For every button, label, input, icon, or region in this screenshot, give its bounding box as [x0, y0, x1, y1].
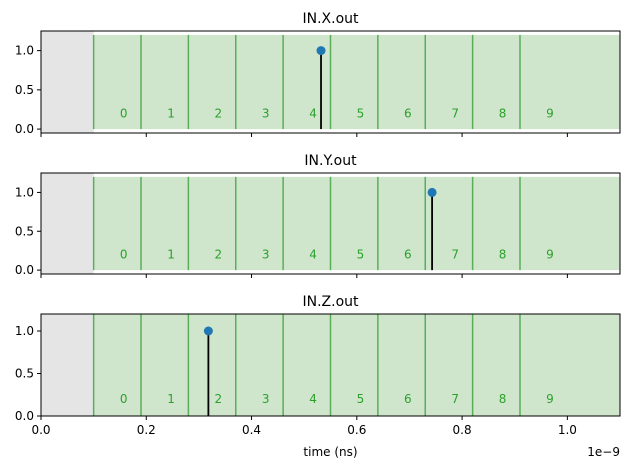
bin-label: 2 [215, 248, 223, 262]
bin-label: 6 [404, 106, 412, 120]
axes-frame [40, 172, 621, 275]
bin-label: 6 [404, 392, 412, 406]
bin-0 [93, 34, 142, 130]
subplot-0: 0 1 2 3 4 5 6 7 8 9 0.0 0.5 1.0 IN.X.out [15, 11, 621, 137]
bin-7 [425, 314, 473, 416]
bin-label: 8 [499, 248, 507, 262]
y-tick-label: 0.0 [15, 122, 34, 136]
bin-8 [472, 176, 520, 271]
bin-9 [519, 176, 620, 271]
y-tick-label: 0.5 [15, 367, 34, 381]
data-point [427, 187, 437, 197]
bin-6 [377, 176, 426, 271]
bin-5 [330, 34, 378, 130]
bin-label: 9 [546, 392, 554, 406]
bin-label: 1 [167, 106, 175, 120]
bin-7 [425, 34, 473, 130]
gray-region [41, 173, 94, 274]
bin-label: 0 [120, 106, 128, 120]
data-point [316, 46, 326, 56]
bin-1 [141, 176, 189, 271]
bin-label: 5 [357, 106, 365, 120]
bin-label: 0 [120, 392, 128, 406]
y-tick-label: 1.0 [15, 324, 34, 338]
axes-frame [40, 313, 621, 417]
y-tick-label: 1.0 [15, 185, 34, 199]
bin-label: 3 [262, 392, 270, 406]
x-tick-label: 0.2 [137, 423, 156, 437]
bin-label: 2 [215, 106, 223, 120]
bin-2 [188, 34, 236, 130]
y-tick-label: 1.0 [15, 44, 34, 58]
bin-1 [141, 34, 189, 130]
bin-4 [283, 314, 331, 416]
y-tick-label: 0.5 [15, 224, 34, 238]
x-tick-label: 0.0 [31, 423, 50, 437]
bin-2 [188, 176, 236, 271]
bin-label: 7 [451, 106, 459, 120]
bin-label: 4 [309, 106, 317, 120]
bin-label: 6 [404, 248, 412, 262]
bin-9 [519, 34, 620, 130]
bin-5 [330, 314, 378, 416]
bin-1 [141, 314, 189, 416]
x-axis-label: time (ns) [303, 445, 357, 459]
y-tick-label: 0.0 [15, 263, 34, 277]
bin-4 [283, 176, 331, 271]
bin-label: 8 [499, 106, 507, 120]
bin-label: 1 [167, 248, 175, 262]
bin-label: 7 [451, 392, 459, 406]
bin-3 [235, 314, 284, 416]
subplot-title: IN.X.out [302, 11, 359, 27]
x-offset-text: 1e−9 [587, 445, 620, 459]
bin-8 [472, 314, 520, 416]
bin-label: 3 [262, 248, 270, 262]
subplot-title: IN.Z.out [302, 294, 359, 310]
x-tick-label: 0.4 [242, 423, 261, 437]
data-point [203, 326, 213, 336]
bin-8 [472, 34, 520, 130]
x-tick-label: 1.0 [558, 423, 577, 437]
bin-label: 8 [499, 392, 507, 406]
bin-label: 2 [215, 392, 223, 406]
bin-label: 9 [546, 248, 554, 262]
x-tick-label: 0.6 [347, 423, 366, 437]
bin-6 [377, 314, 426, 416]
bin-9 [519, 314, 620, 416]
x-tick-label: 0.8 [453, 423, 472, 437]
bin-3 [235, 34, 284, 130]
bin-5 [330, 176, 378, 271]
bin-label: 4 [309, 248, 317, 262]
gray-region [41, 314, 94, 416]
bin-label: 0 [120, 248, 128, 262]
bin-label: 4 [309, 392, 317, 406]
subplot-title: IN.Y.out [304, 153, 357, 169]
bin-label: 9 [546, 106, 554, 120]
bin-6 [377, 34, 426, 130]
bin-label: 7 [451, 248, 459, 262]
bin-0 [93, 314, 142, 416]
subplot-2: 0 1 2 3 4 5 6 7 8 9 0.0 0.5 1.0 0.0 0.2 0.4 0.6 0.8 1.0 IN.… [15, 294, 621, 459]
bin-0 [93, 176, 142, 271]
bin-label: 5 [357, 392, 365, 406]
bin-3 [235, 176, 284, 271]
y-tick-label: 0.5 [15, 83, 34, 97]
bin-label: 5 [357, 248, 365, 262]
subplot-1: 0 1 2 3 4 5 6 7 8 9 0.0 0.5 1.0 IN.Y.out [15, 153, 621, 278]
bin-label: 3 [262, 106, 270, 120]
bin-label: 1 [167, 392, 175, 406]
gray-region [41, 31, 94, 133]
axes-frame [40, 30, 621, 134]
y-tick-label: 0.0 [15, 409, 34, 423]
